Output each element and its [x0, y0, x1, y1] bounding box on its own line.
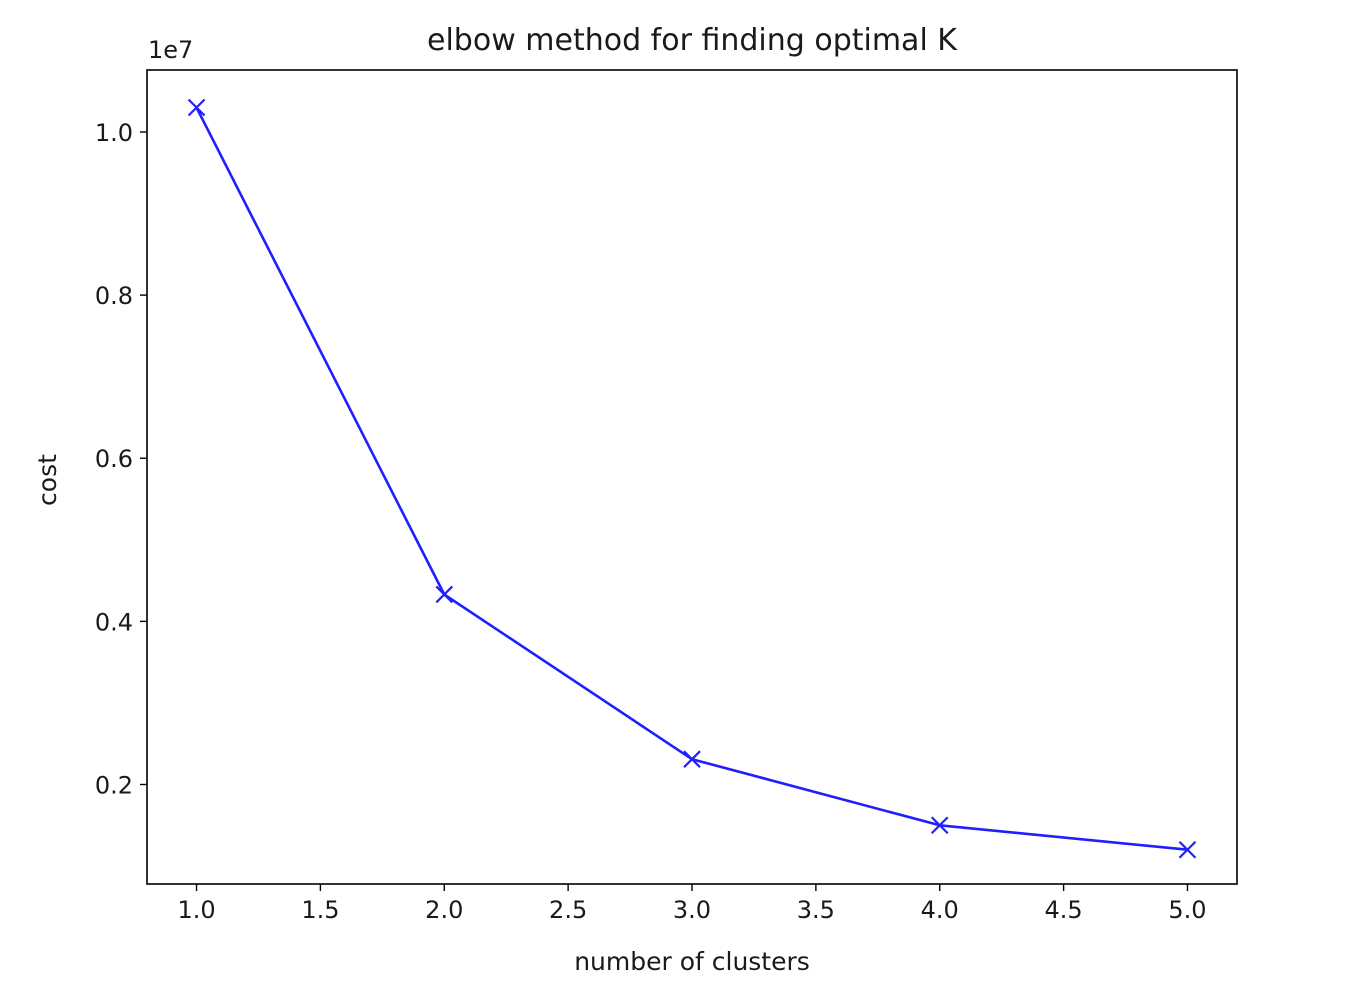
x-tick-label: 1.0 — [177, 896, 215, 924]
y-tick-label: 0.4 — [95, 608, 133, 636]
y-tick-label: 1.0 — [95, 119, 133, 147]
chart-title: elbow method for finding optimal K — [427, 23, 958, 58]
plot-frame — [146, 69, 1238, 885]
y-axis-ticks: 0.2 0.4 0.6 0.8 1.0 — [95, 119, 147, 799]
x-tick-label: 5.0 — [1168, 896, 1206, 924]
y-axis-offset-label: 1e7 — [148, 36, 193, 64]
x-tick-label: 4.0 — [921, 896, 959, 924]
plot-area — [146, 69, 1238, 885]
x-tick-label: 3.5 — [797, 896, 835, 924]
x-tick-label: 2.0 — [425, 896, 463, 924]
y-tick-label: 0.6 — [95, 445, 133, 473]
x-tick-label: 2.5 — [549, 896, 587, 924]
y-axis-label: cost — [33, 454, 62, 506]
x-axis-label: number of clusters — [574, 947, 810, 976]
series-line — [195, 106, 1188, 851]
y-tick-label: 0.2 — [95, 771, 133, 799]
data-point-marker — [435, 585, 454, 604]
data-point-marker — [187, 98, 206, 117]
x-tick-label: 4.5 — [1045, 896, 1083, 924]
x-axis-ticks: 1.0 1.5 2.0 2.5 3.0 3.5 4.0 4.5 5.0 — [177, 884, 1207, 924]
data-point-marker — [930, 816, 949, 835]
data-point-marker — [683, 750, 701, 768]
x-tick-label: 3.0 — [673, 896, 711, 924]
x-tick-label: 1.5 — [301, 896, 339, 924]
data-point-marker — [1178, 840, 1197, 859]
y-tick-label: 0.8 — [95, 282, 133, 310]
series-layer — [187, 98, 1197, 859]
